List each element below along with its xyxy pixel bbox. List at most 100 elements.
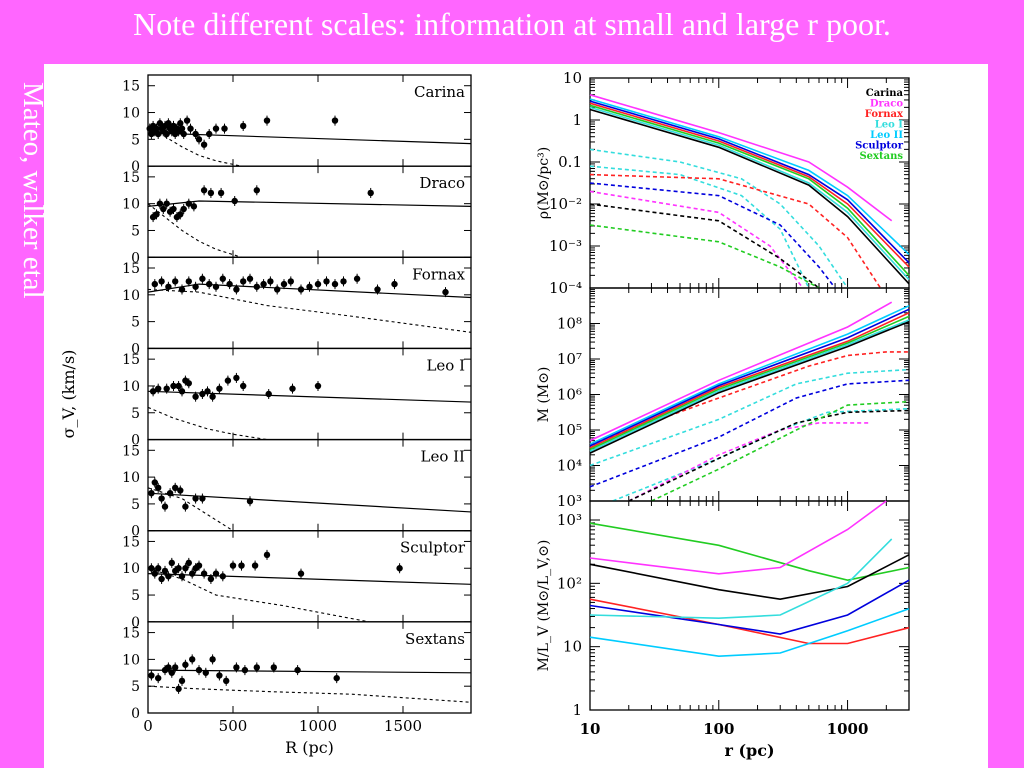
data-point — [260, 280, 267, 288]
dashed-curve-leo-ii — [589, 165, 810, 289]
solid-curve-draco — [589, 500, 887, 575]
fit-line-fornax — [147, 283, 472, 299]
legend-entry-leo-ii: Leo II — [870, 130, 903, 141]
data-point — [251, 562, 259, 569]
y-tick-label: 0 — [131, 615, 140, 631]
y-tick-label: 0 — [131, 250, 140, 266]
solid-curve-leo-i — [589, 538, 893, 620]
dashed-curve-sculptor — [589, 182, 836, 289]
data-point — [187, 125, 194, 132]
dashed-curve-leo-ii — [612, 407, 910, 502]
data-point — [204, 388, 211, 395]
data-point — [314, 280, 322, 288]
data-point — [240, 122, 247, 130]
y-tick-label: 10 — [122, 197, 140, 213]
data-point — [151, 479, 158, 486]
panel-label-leo-ii: Leo II — [421, 448, 466, 466]
y-tick-label: 0 — [131, 341, 140, 357]
data-point — [182, 503, 189, 510]
solid-curve-leo-ii — [589, 319, 910, 453]
data-point — [155, 674, 162, 682]
data-point — [331, 117, 339, 124]
data-point — [267, 278, 274, 285]
data-point — [297, 286, 305, 293]
y-tick-label: 10⁵ — [557, 421, 582, 439]
solid-curve-carina — [589, 108, 910, 285]
dashed-curve-leo-i — [589, 368, 910, 467]
data-point — [183, 117, 191, 124]
data-point — [182, 565, 189, 572]
data-point — [216, 672, 223, 679]
data-point — [155, 565, 162, 572]
data-point — [195, 136, 203, 143]
y-tick-label: 5 — [131, 679, 140, 695]
data-point — [233, 286, 240, 293]
data-point — [160, 205, 167, 213]
data-point — [163, 385, 170, 392]
y-tick-label: 5 — [131, 588, 140, 604]
data-point — [253, 187, 260, 194]
panel-label-draco: Draco — [419, 174, 465, 192]
solid-curve-leo-i — [589, 98, 910, 255]
y-tick-label: 10 — [563, 638, 582, 656]
data-point — [166, 489, 174, 497]
data-point — [209, 393, 216, 400]
y-tick-label: 5 — [131, 497, 140, 513]
solid-curve-fornax — [589, 102, 910, 268]
y-tick-label: 1 — [572, 701, 582, 719]
solid-curve-leo-ii — [589, 607, 910, 658]
y-tick-label: 10 — [122, 288, 140, 304]
data-point — [151, 280, 158, 288]
fit-line-sculptor — [147, 573, 472, 585]
y-tick-label: 0.1 — [558, 153, 582, 171]
y-tick-label: 15 — [122, 626, 140, 642]
data-point — [172, 664, 179, 671]
panel-label-leo-i: Leo I — [426, 356, 465, 374]
data-point — [265, 390, 272, 398]
data-point — [185, 559, 192, 567]
dashed-curve-sextans — [651, 400, 910, 502]
legend-entry-sextans: Sextans — [859, 151, 903, 162]
solid-curve-draco — [589, 301, 893, 442]
data-point — [294, 666, 301, 674]
dashed-curve-fornax — [589, 351, 909, 445]
solid-curve-leo-i — [589, 305, 910, 445]
data-point — [175, 382, 182, 390]
data-point — [240, 278, 247, 285]
y-tick-label: 15 — [122, 534, 140, 550]
data-point — [165, 573, 172, 580]
y-tick-label: 5 — [131, 132, 140, 148]
figure-panel: 0 5 10 15 Carina 0 5 10 15 Draco 0 5 10 15 Fornax 0 5 10 1… — [44, 64, 988, 768]
y-tick-label: 10² — [557, 574, 582, 592]
solid-curve-carina — [589, 320, 910, 454]
data-point — [207, 189, 215, 197]
data-point — [219, 573, 226, 580]
data-point — [158, 278, 165, 285]
data-point — [331, 280, 339, 288]
data-point — [231, 197, 238, 205]
panel-label-fornax: Fornax — [412, 265, 465, 283]
solid-curve-fornax — [589, 598, 910, 645]
y-axis-label-mass-to-light: M/L_V (M⊙/L_V,⊙) — [536, 540, 552, 672]
data-point — [263, 117, 271, 124]
data-point — [195, 666, 203, 674]
data-point — [185, 200, 192, 207]
data-point — [367, 189, 374, 197]
data-point — [158, 575, 165, 583]
x-axis-label: R (pc) — [285, 738, 334, 757]
data-point — [217, 189, 225, 197]
y-tick-label: 10⁻⁴ — [549, 279, 582, 297]
data-point — [155, 130, 162, 138]
y-axis-label-mass: M (M⊙) — [536, 367, 552, 423]
data-point — [148, 489, 155, 497]
panel-label-sextans: Sextans — [405, 630, 465, 648]
y-tick-label: 10⁻² — [549, 195, 582, 213]
data-point — [158, 495, 165, 502]
data-point — [199, 495, 206, 502]
slide-title: Note different scales: information at sm… — [133, 6, 891, 42]
data-point — [156, 200, 164, 207]
data-point — [170, 382, 177, 390]
model-dashed-leo-ii — [147, 487, 234, 532]
legend-entry-carina: Carina — [866, 88, 904, 99]
y-tick-label: 15 — [122, 261, 140, 277]
